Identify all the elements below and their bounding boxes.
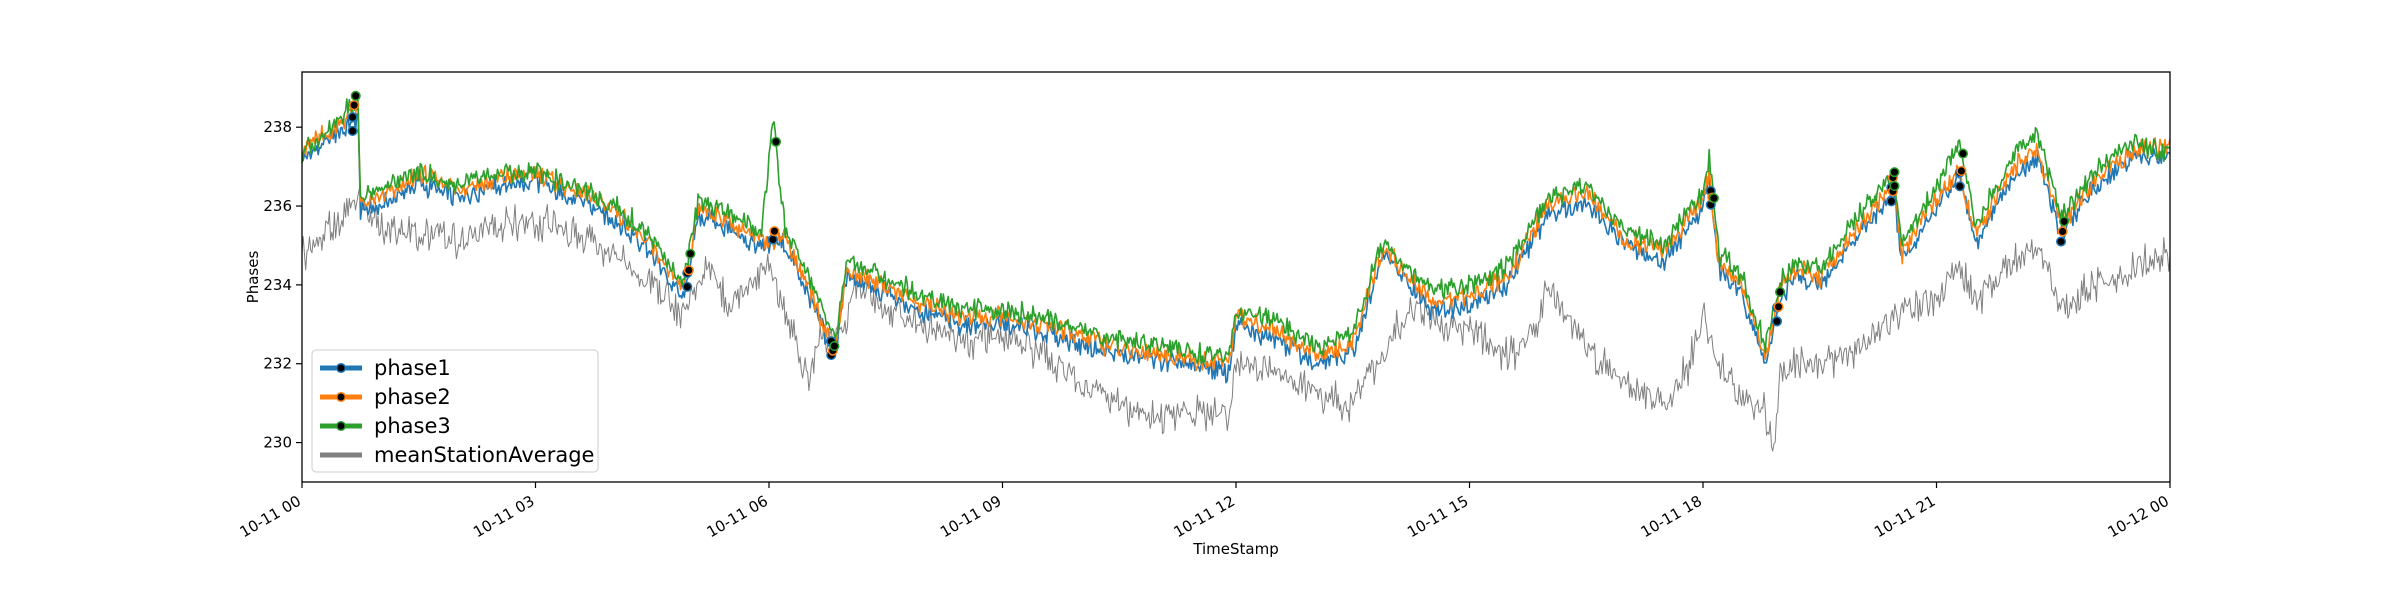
plot-area [302, 90, 2170, 452]
marker-phase3 [2059, 216, 2070, 227]
marker-phase1 [1771, 316, 1782, 327]
marker-phase3 [1775, 286, 1786, 298]
marker-phase3 [770, 136, 782, 147]
legend-label-meanStationAverage: meanStationAverage [374, 443, 594, 467]
legend-marker-phase3 [335, 420, 347, 432]
marker-phase1 [1886, 196, 1897, 207]
y-axis: 230 232 234 236 238 [263, 118, 302, 452]
marker-phase2 [769, 226, 780, 237]
series-line-phase1 [302, 112, 2170, 384]
marker-phase1 [347, 112, 358, 123]
marker-phase3 [1889, 167, 1900, 178]
y-tick-label: 234 [263, 276, 292, 294]
legend-label-phase2: phase2 [374, 385, 451, 409]
series-line-phase2 [302, 102, 2170, 372]
marker-phase2 [349, 100, 360, 111]
legend-marker-phase1 [335, 362, 347, 374]
marker-phase2 [683, 265, 694, 276]
y-tick-label: 232 [263, 355, 292, 373]
y-tick-label: 238 [263, 118, 292, 136]
x-axis-label: TimeStamp [1192, 540, 1278, 558]
marker-phase3 [1957, 148, 1969, 159]
marker-phase2 [1773, 301, 1784, 312]
legend-box [311, 349, 599, 473]
y-tick-label: 230 [263, 434, 292, 452]
series-line-meanStationAverage [302, 188, 2170, 452]
marker-phase3 [1889, 180, 1900, 191]
legend-label-phase1: phase1 [374, 356, 451, 380]
legend-label-phase3: phase3 [374, 414, 451, 438]
y-axis-label: Phases [244, 251, 262, 304]
legend: phase1 phase2 phase3 meanStationAverage [311, 349, 599, 473]
marker-phase3 [1708, 193, 1719, 204]
marker-phase3 [829, 341, 840, 352]
marker-phase1 [1954, 181, 1965, 192]
legend-marker-phase2 [335, 391, 347, 403]
marker-phase1 [347, 125, 358, 137]
marker-phase2 [1956, 165, 1967, 177]
marker-phase3 [685, 248, 696, 259]
marker-phase1 [767, 234, 778, 245]
series-line-phase3 [302, 98, 2170, 365]
marker-phase2 [2057, 226, 2068, 237]
y-tick-label: 236 [263, 197, 292, 215]
marker-phase1 [2055, 236, 2067, 247]
marker-phase3 [350, 90, 361, 101]
marker-phase1 [682, 281, 693, 292]
